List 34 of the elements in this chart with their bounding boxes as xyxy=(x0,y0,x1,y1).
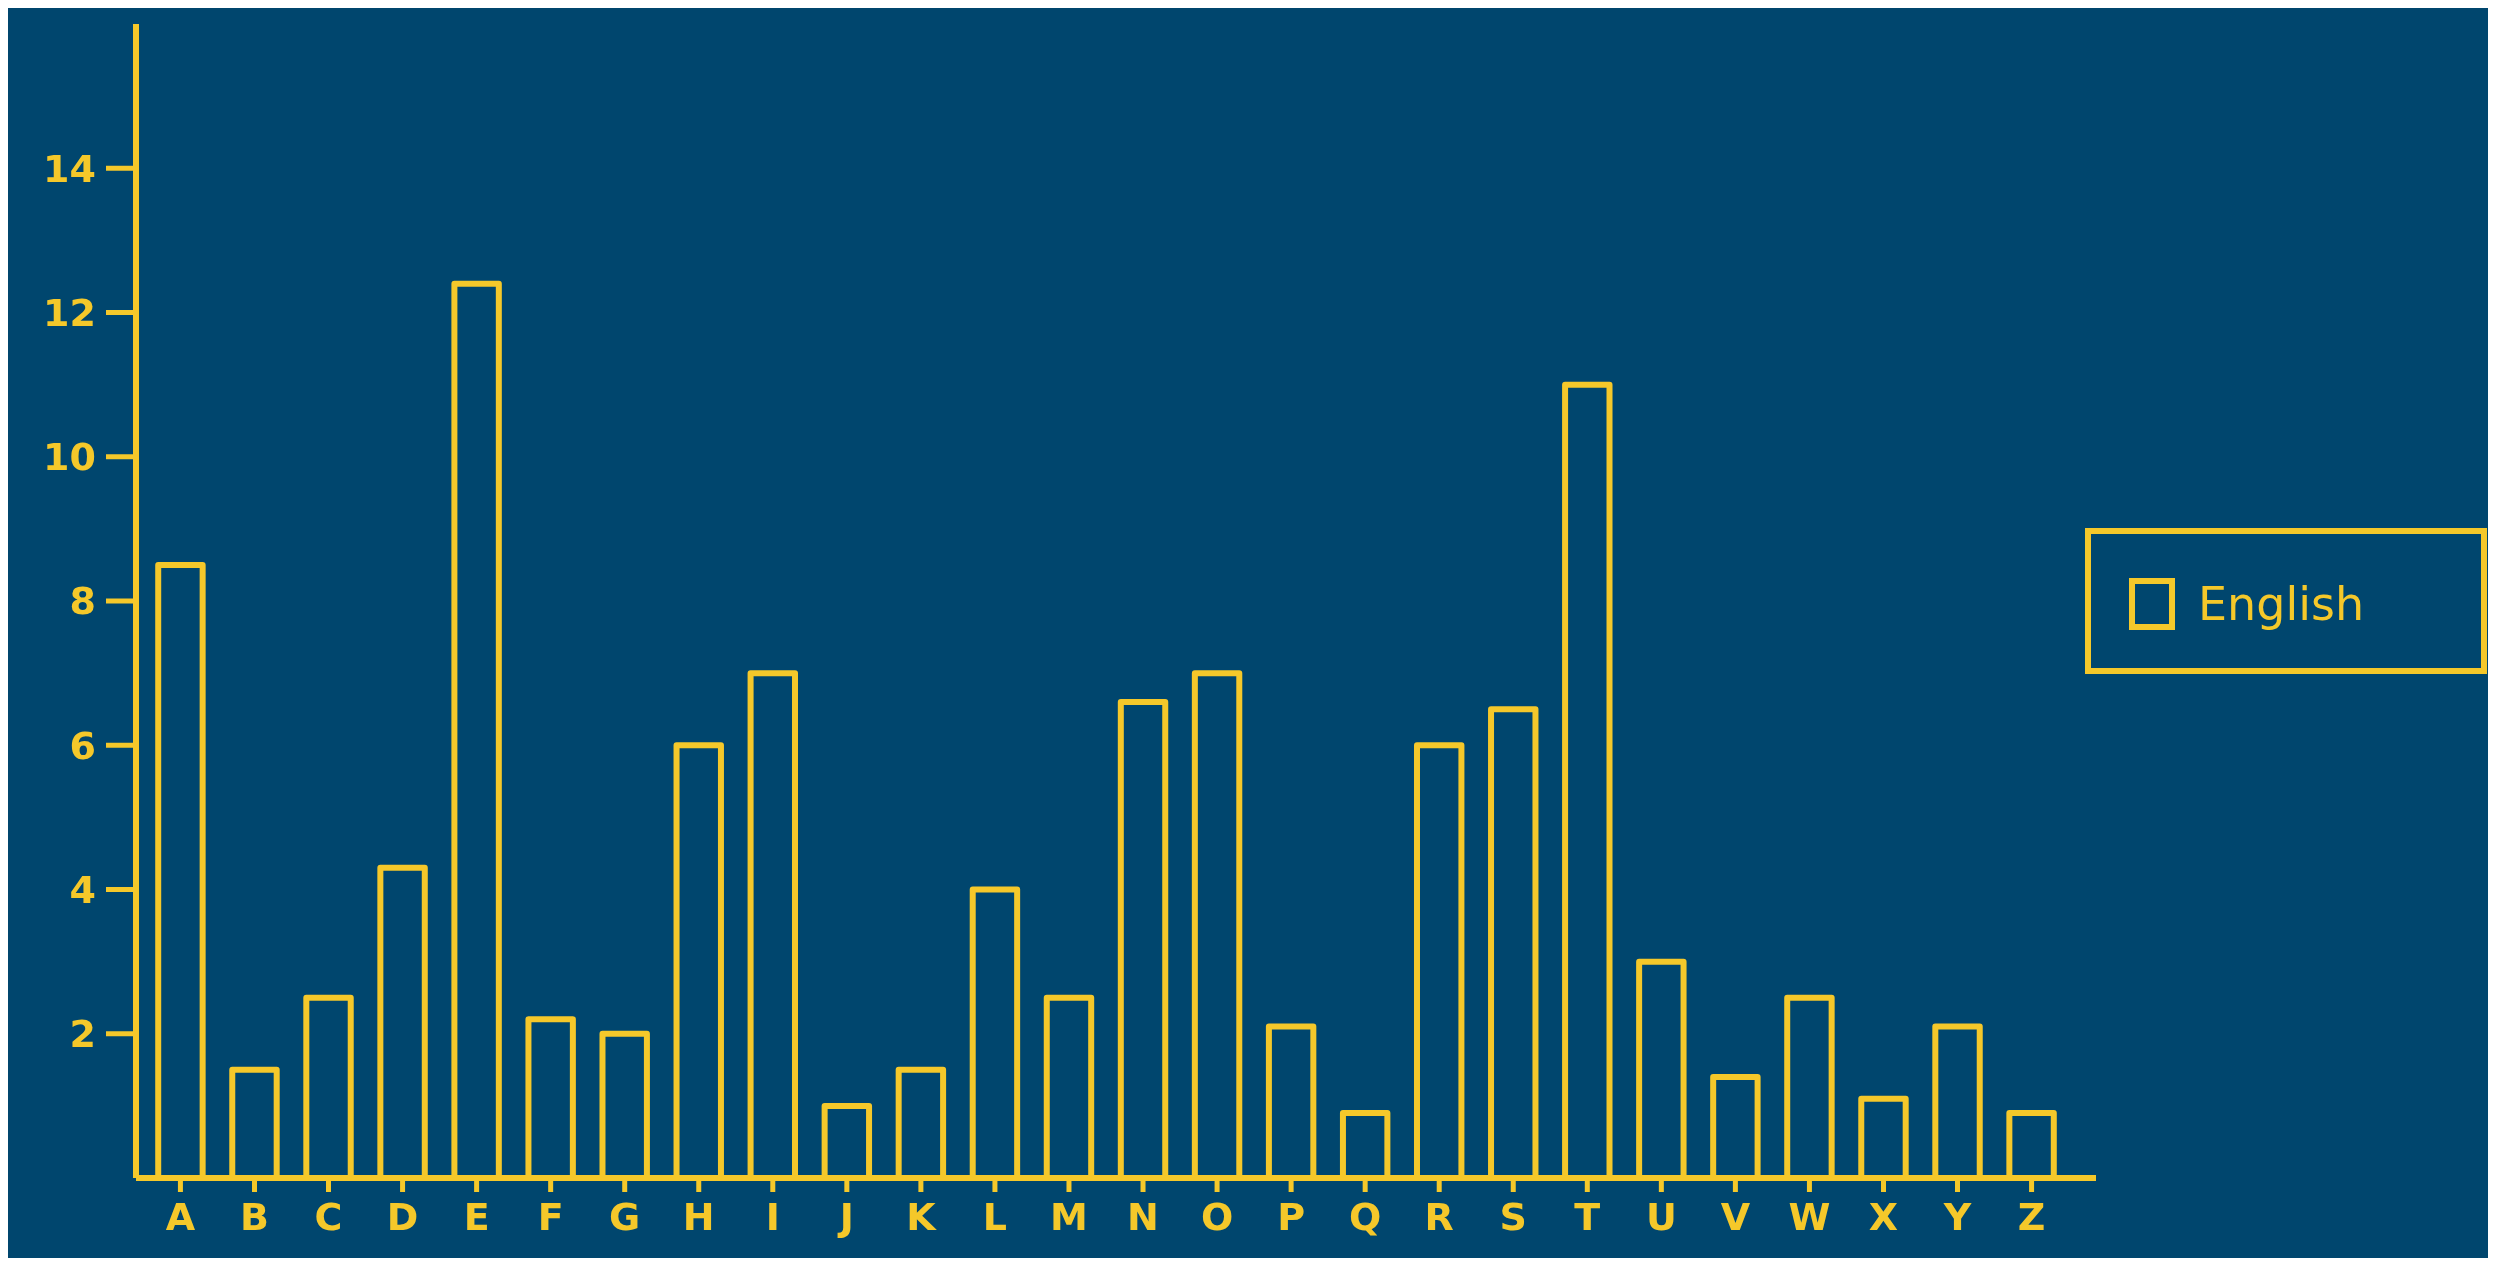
x-tick-label: J xyxy=(836,1195,854,1239)
x-tick-label: O xyxy=(1200,1195,1234,1239)
x-tick-label: W xyxy=(1788,1195,1831,1239)
x-tick-label: N xyxy=(1127,1195,1159,1239)
y-tick-label: 6 xyxy=(69,723,96,768)
x-tick-label: H xyxy=(682,1195,715,1239)
y-tick-label: 10 xyxy=(43,435,96,480)
x-tick-label: E xyxy=(463,1195,490,1239)
x-tick-label: B xyxy=(239,1195,269,1239)
x-tick-label: C xyxy=(314,1195,343,1239)
x-tick-label: G xyxy=(609,1195,641,1239)
y-tick-label: 8 xyxy=(69,579,96,624)
x-tick-label: P xyxy=(1277,1195,1306,1239)
x-tick-label: F xyxy=(537,1195,564,1239)
x-tick-label: M xyxy=(1050,1195,1088,1239)
x-tick-label: Y xyxy=(1942,1195,1972,1239)
x-tick-label: A xyxy=(165,1195,196,1239)
x-tick-label: Z xyxy=(2017,1195,2046,1239)
y-tick-label: 14 xyxy=(43,146,96,191)
x-tick-label: S xyxy=(1499,1195,1527,1239)
legend-label: English xyxy=(2198,577,2365,632)
y-tick-label: 12 xyxy=(43,290,96,335)
y-tick-label: 2 xyxy=(69,1012,96,1057)
x-tick-label: U xyxy=(1645,1195,1677,1239)
x-tick-label: D xyxy=(386,1195,419,1239)
y-tick-label: 4 xyxy=(69,867,96,912)
x-tick-label: K xyxy=(906,1195,938,1239)
x-tick-label: L xyxy=(982,1195,1008,1239)
x-tick-label: T xyxy=(1574,1195,1601,1239)
x-tick-label: Q xyxy=(1349,1195,1382,1239)
x-tick-label: R xyxy=(1424,1195,1454,1239)
x-tick-label: X xyxy=(1868,1195,1899,1239)
x-tick-label: I xyxy=(765,1195,780,1239)
x-tick-label: V xyxy=(1720,1195,1751,1239)
